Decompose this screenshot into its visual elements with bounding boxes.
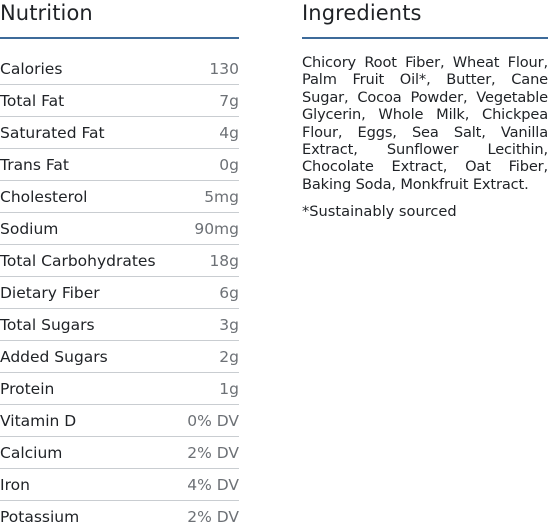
ingredients-heading-rule bbox=[302, 37, 548, 39]
nutrient-label: Sodium bbox=[0, 219, 59, 238]
nutrition-table: Calories 130 Total Fat 7g Saturated Fat … bbox=[0, 53, 239, 532]
nutrient-value: 2g bbox=[219, 347, 239, 366]
nutrition-row-total-sugars: Total Sugars 3g bbox=[0, 309, 239, 341]
nutrient-label: Dietary Fiber bbox=[0, 283, 100, 302]
ingredients-panel: Ingredients Chicory Root Fiber, Wheat Fl… bbox=[302, 0, 548, 221]
nutrition-row-calories: Calories 130 bbox=[0, 53, 239, 85]
nutrient-value: 5mg bbox=[204, 187, 239, 206]
nutrient-label: Iron bbox=[0, 475, 30, 494]
nutrient-label: Saturated Fat bbox=[0, 123, 105, 142]
nutrition-row-protein: Protein 1g bbox=[0, 373, 239, 405]
nutrition-heading: Nutrition bbox=[0, 1, 93, 25]
nutrition-row-dietary-fiber: Dietary Fiber 6g bbox=[0, 277, 239, 309]
nutrient-value: 90mg bbox=[194, 219, 239, 238]
nutrient-value: 3g bbox=[219, 315, 239, 334]
nutrient-label: Trans Fat bbox=[0, 155, 69, 174]
nutrition-row-iron: Iron 4% DV bbox=[0, 469, 239, 501]
nutrient-value: 0% DV bbox=[187, 411, 239, 430]
nutrition-row-saturated-fat: Saturated Fat 4g bbox=[0, 117, 239, 149]
nutrition-row-sodium: Sodium 90mg bbox=[0, 213, 239, 245]
nutrient-label: Calories bbox=[0, 59, 63, 78]
nutrient-label: Total Fat bbox=[0, 91, 65, 110]
nutrition-row-total-carbohydrates: Total Carbohydrates 18g bbox=[0, 245, 239, 277]
nutrition-row-total-fat: Total Fat 7g bbox=[0, 85, 239, 117]
nutrient-label: Total Sugars bbox=[0, 315, 95, 334]
nutrition-row-potassium: Potassium 2% DV bbox=[0, 501, 239, 532]
nutrient-label: Protein bbox=[0, 379, 55, 398]
nutrient-label: Total Carbohydrates bbox=[0, 251, 156, 270]
nutrient-value: 4% DV bbox=[187, 475, 239, 494]
nutrition-row-calcium: Calcium 2% DV bbox=[0, 437, 239, 469]
nutrient-label: Cholesterol bbox=[0, 187, 88, 206]
nutrient-label: Calcium bbox=[0, 443, 63, 462]
nutrient-value: 6g bbox=[219, 283, 239, 302]
nutrition-row-trans-fat: Trans Fat 0g bbox=[0, 149, 239, 181]
nutrient-value: 18g bbox=[209, 251, 239, 270]
nutrient-value: 2% DV bbox=[187, 443, 239, 462]
nutrient-value: 4g bbox=[219, 123, 239, 142]
nutrient-label: Vitamin D bbox=[0, 411, 77, 430]
nutrient-label: Potassium bbox=[0, 507, 80, 526]
nutrient-value: 130 bbox=[209, 59, 239, 78]
nutrient-value: 2% DV bbox=[187, 507, 239, 526]
ingredients-heading: Ingredients bbox=[302, 1, 422, 25]
nutrition-panel: Nutrition Calories 130 Total Fat 7g Satu… bbox=[0, 0, 239, 532]
nutrient-value: 7g bbox=[219, 91, 239, 110]
nutrition-row-cholesterol: Cholesterol 5mg bbox=[0, 181, 239, 213]
nutrient-value: 0g bbox=[219, 155, 239, 174]
ingredients-list: Chicory Root Fiber, Wheat Flour, Palm Fr… bbox=[302, 54, 548, 193]
nutrition-row-added-sugars: Added Sugars 2g bbox=[0, 341, 239, 373]
ingredients-footnote: *Sustainably sourced bbox=[302, 203, 457, 221]
nutrient-value: 1g bbox=[219, 379, 239, 398]
nutrition-row-vitamin-d: Vitamin D 0% DV bbox=[0, 405, 239, 437]
nutrition-heading-rule bbox=[0, 37, 239, 39]
nutrient-label: Added Sugars bbox=[0, 347, 108, 366]
